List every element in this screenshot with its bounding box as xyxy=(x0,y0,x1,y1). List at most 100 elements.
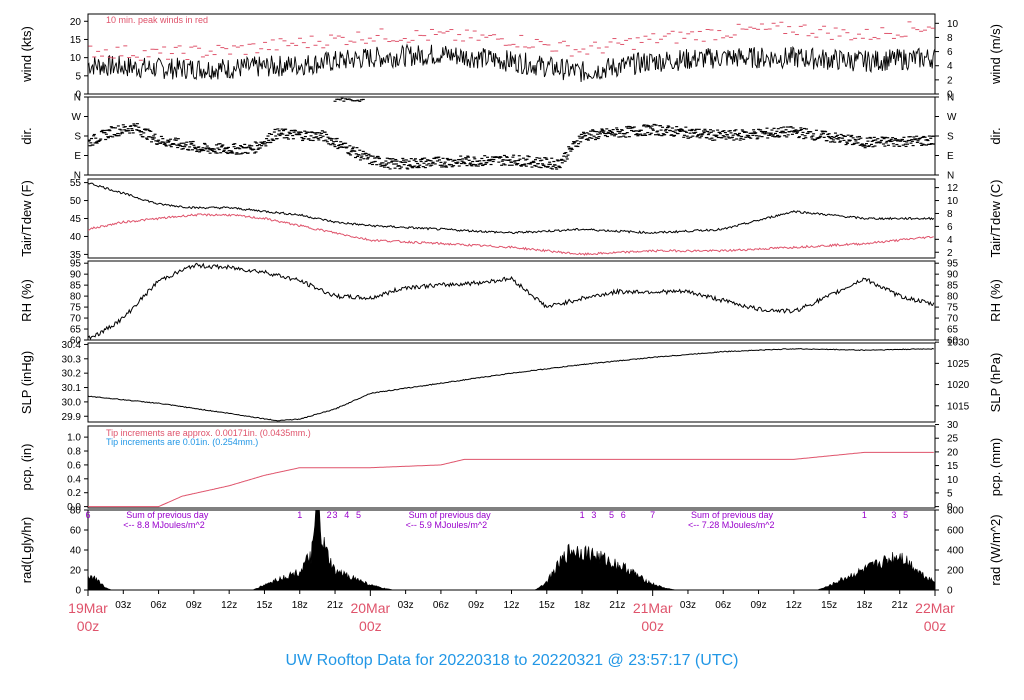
sunlight-hour-mark: 3 xyxy=(591,510,596,520)
y-tick-label-left: 1.0 xyxy=(67,433,81,444)
x-tick-label: 03z xyxy=(680,600,696,611)
sunlight-hour-mark: 5 xyxy=(903,510,908,520)
day-label: 22Mar xyxy=(915,600,955,616)
y-tick-label-left: 5 xyxy=(75,71,81,82)
y-tick-label-left: S xyxy=(74,132,81,143)
y-tick-label-left: 35 xyxy=(70,250,82,261)
y-tick-label-right: S xyxy=(947,132,954,143)
daily-sum-title: Sum of previous day xyxy=(691,510,774,520)
tip-note-blue: Tip increments are 0.01in. (0.254mm.) xyxy=(106,437,258,447)
y-tick-label-right: 80 xyxy=(947,292,959,303)
y-tick-label-left: 20 xyxy=(70,17,82,28)
y-axis-label-right: rad (W/m^2) xyxy=(988,514,1003,585)
panel-plot-area xyxy=(88,451,934,508)
y-tick-label-right: 10 xyxy=(947,196,959,207)
daily-sum-title: Sum of previous day xyxy=(409,510,492,520)
y-tick-label-right: 1020 xyxy=(947,380,970,391)
panel-4: 29.9 30.0 30.1 30.2 30.3 30.4 1015 1020 1025 1030… xyxy=(19,338,1003,423)
y-tick-label-right: 85 xyxy=(947,281,959,292)
x-tick-label: 18z xyxy=(292,600,308,611)
y-tick-label-left: 45 xyxy=(70,214,82,225)
y-axis-label-right: RH (%) xyxy=(988,279,1003,322)
y-tick-label-right: 30 xyxy=(947,420,959,431)
y-tick-label-left: 60 xyxy=(70,336,82,347)
y-tick-label-left: 40 xyxy=(70,546,82,557)
y-tick-label-left: 70 xyxy=(70,314,82,325)
panel-2: 35 40 45 50 55 2 4 6 8 10 12 Tair/Tdew (F) Tair/Tdew… xyxy=(19,178,1003,261)
panel-0: 0 5 10 15 20 0 2 4 6 8 10 wind (kts) wind (m/s) 10 mi… xyxy=(19,13,1003,101)
panel-frame xyxy=(87,96,936,176)
x-tick-label: 21z xyxy=(892,600,908,611)
y-tick-label-left: E xyxy=(74,151,81,162)
y-tick-label-right: 70 xyxy=(947,314,959,325)
y-tick-label-left: N xyxy=(74,171,81,182)
x-tick-label: 03z xyxy=(115,600,131,611)
x-tick-label: 09z xyxy=(750,600,766,611)
wind-speed-line xyxy=(88,43,935,83)
rel_humidity-line xyxy=(88,262,935,340)
daily-sum-value: <-- 5.9 MJoules/m^2 xyxy=(406,520,488,530)
air_temp-line xyxy=(88,182,935,235)
y-tick-label-right: 15 xyxy=(947,461,959,472)
sunlight-hour-mark: 4 xyxy=(344,510,349,520)
day-time-label: 00z xyxy=(924,618,947,634)
y-tick-label-right: 95 xyxy=(947,259,959,270)
y-axis-label-right: Tair/Tdew (C) xyxy=(988,179,1003,257)
y-tick-label-right: 1015 xyxy=(947,401,970,412)
y-tick-label-left: 90 xyxy=(70,270,82,281)
y-axis-label-left: dir. xyxy=(19,127,34,144)
y-tick-label-left: 30.1 xyxy=(62,383,82,394)
sunlight-hour-mark: 1 xyxy=(297,510,302,520)
y-tick-label-right: 8 xyxy=(947,33,953,44)
x-tick-label: 18z xyxy=(856,600,872,611)
sunlight-hour-mark: 5 xyxy=(609,510,614,520)
precip-line xyxy=(88,451,934,508)
sunlight-hour-mark: 6 xyxy=(85,510,90,520)
y-tick-label-right: N xyxy=(947,93,954,104)
x-tick-label: 15z xyxy=(256,600,272,611)
day-time-label: 00z xyxy=(641,618,664,634)
y-tick-label-right: 600 xyxy=(947,526,964,537)
sunlight-hour-mark: 2 xyxy=(327,510,332,520)
y-tick-label-left: 85 xyxy=(70,281,82,292)
x-tick-label: 15z xyxy=(821,600,837,611)
y-tick-label-right: 0 xyxy=(947,502,953,513)
daily-sum-value: <-- 8.8 MJoules/m^2 xyxy=(123,520,205,530)
y-axis-label-right: SLP (hPa) xyxy=(988,353,1003,413)
y-tick-label-right: 200 xyxy=(947,566,964,577)
x-tick-label: 18z xyxy=(574,600,590,611)
y-tick-label-right: 2 xyxy=(947,248,953,259)
y-tick-label-right: 75 xyxy=(947,303,959,314)
y-axis-label-left: RH (%) xyxy=(19,279,34,322)
x-tick-label: 09z xyxy=(468,600,484,611)
y-tick-label-right: 90 xyxy=(947,270,959,281)
sunlight-hour-mark: 1 xyxy=(862,510,867,520)
y-tick-label-left: 15 xyxy=(70,35,82,46)
panel-plot-area xyxy=(88,262,935,340)
y-tick-label-right: 60 xyxy=(947,336,959,347)
y-tick-label-left: 29.9 xyxy=(62,412,82,423)
y-tick-label-right: 8 xyxy=(947,209,953,220)
y-tick-label-left: 0 xyxy=(75,90,81,101)
y-tick-label-left: N xyxy=(74,93,81,104)
y-tick-label-right: 800 xyxy=(947,506,964,517)
y-tick-label-right: 20 xyxy=(947,447,959,458)
y-axis-label-left: pcp. (in) xyxy=(19,444,34,491)
y-tick-label-left: 0.6 xyxy=(67,460,81,471)
y-tick-label-left: 75 xyxy=(70,303,82,314)
x-tick-label: 06z xyxy=(715,600,731,611)
y-axis-label-left: rad(Lgly/hr) xyxy=(19,517,34,583)
y-axis-label-right: dir. xyxy=(988,127,1003,144)
x-axis: 03z 06z 09z 12z 15z 18z 21z 03z 06z 09z 12z 15z 18z 2… xyxy=(68,589,955,634)
y-tick-label-left: 0 xyxy=(75,586,81,597)
x-tick-label: 21z xyxy=(327,600,343,611)
y-tick-label-right: 65 xyxy=(947,325,959,336)
day-label: 21Mar xyxy=(633,600,673,616)
y-tick-label-right: 400 xyxy=(947,546,964,557)
panel-frame xyxy=(87,509,936,591)
panel-plot-area xyxy=(88,510,935,590)
panel-plot-area xyxy=(88,182,935,256)
y-tick-label-left: 30.0 xyxy=(62,397,82,408)
